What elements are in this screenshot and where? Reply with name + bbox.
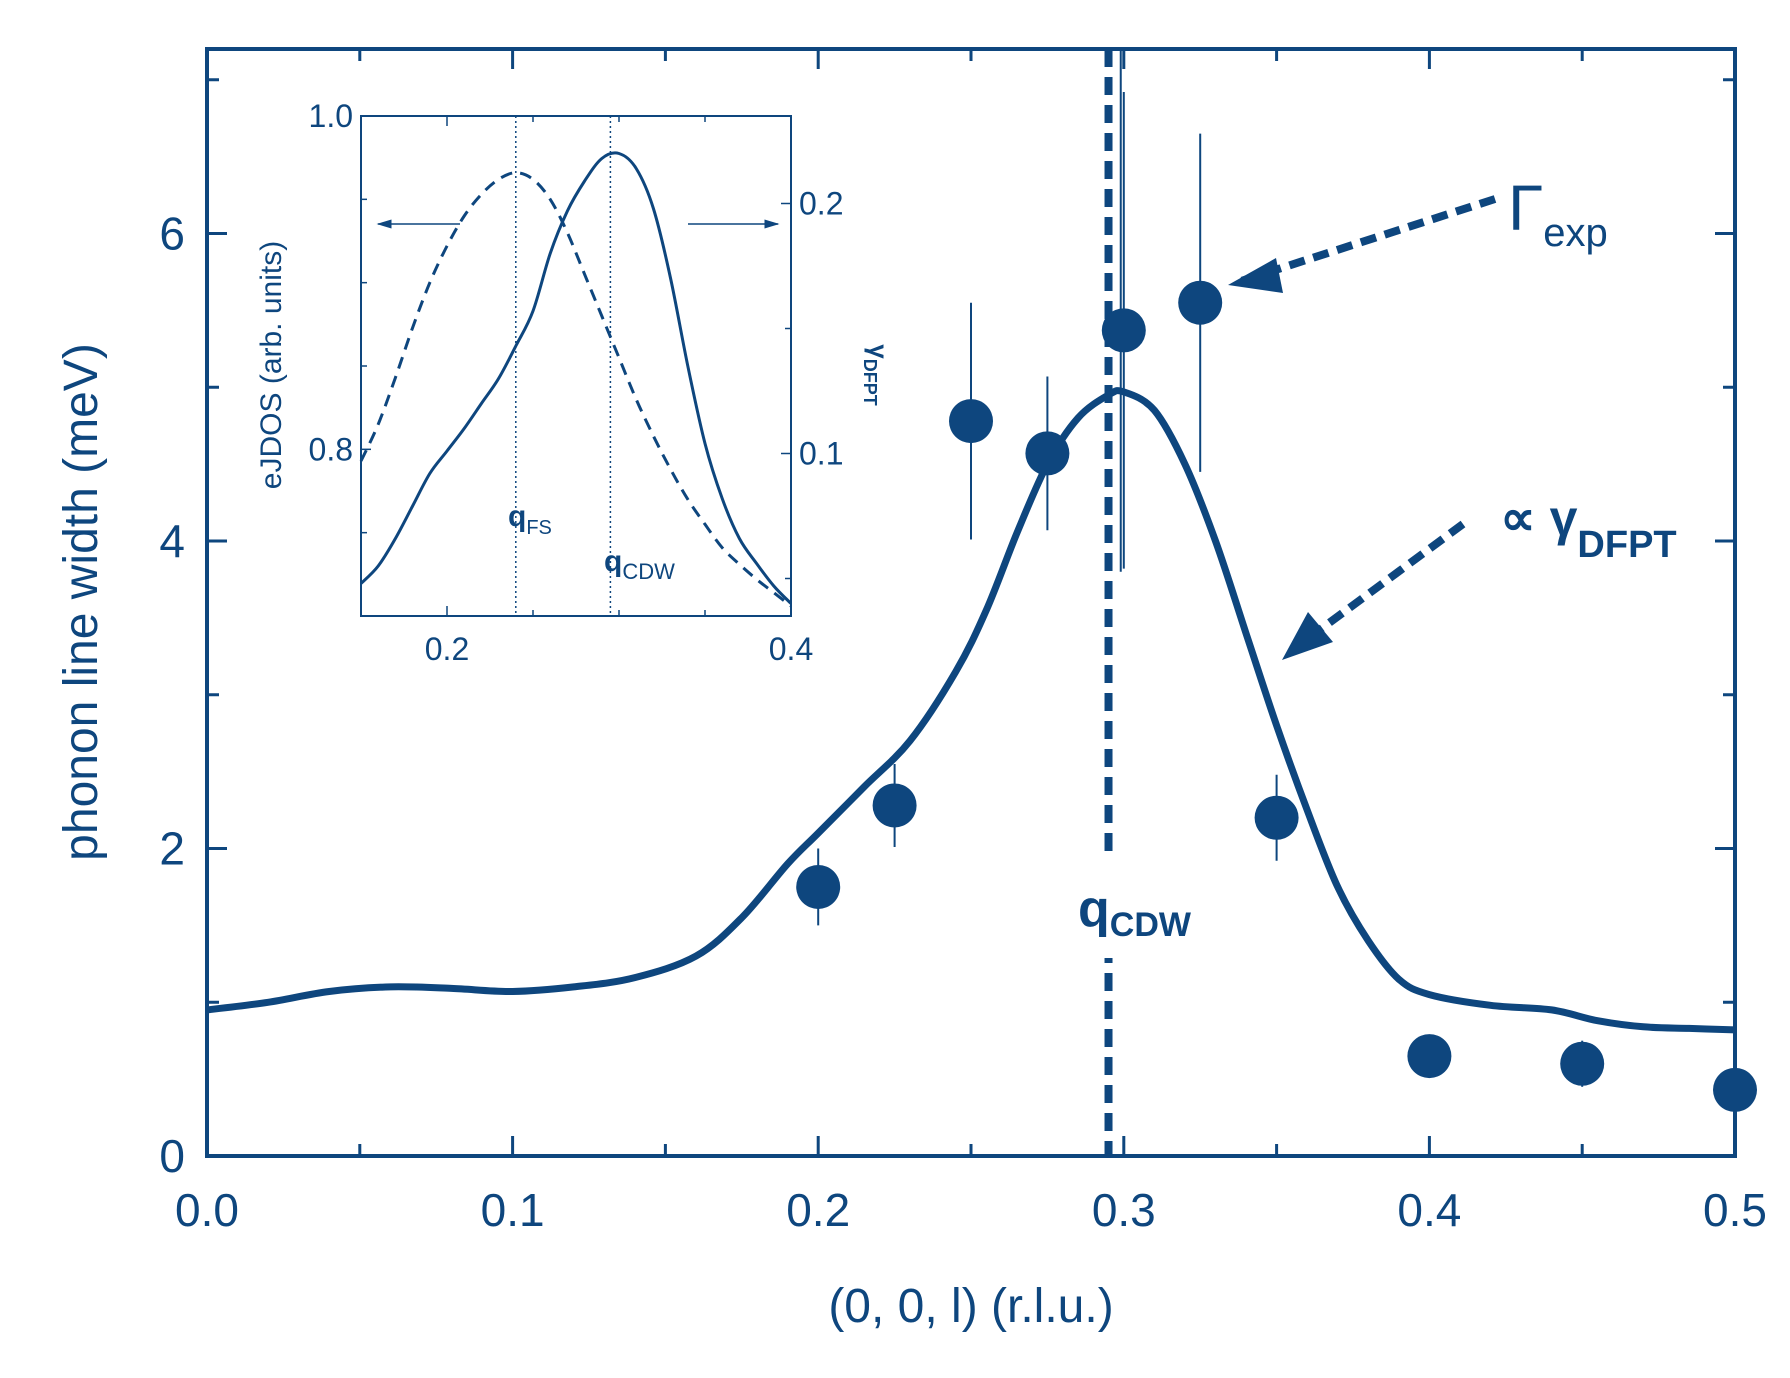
x-tick-label: 0.0 <box>175 1184 239 1236</box>
inset-x-tick-label: 0.4 <box>769 631 813 667</box>
inset-q-fs-main: q <box>508 500 526 533</box>
data-point <box>1254 795 1299 840</box>
data-point <box>1025 431 1070 476</box>
x-tick-label: 0.3 <box>1092 1184 1156 1236</box>
gamma-exp-label: Γexp <box>1508 172 1608 255</box>
y-tick-label: 6 <box>159 208 185 260</box>
inset-y-left-tick-label: 0.8 <box>309 431 353 467</box>
q-cdw-label-backdrop <box>1068 860 1158 958</box>
inset-right-axis-title: γDFPT <box>860 344 894 405</box>
gamma-exp-label-sub: exp <box>1543 211 1608 255</box>
data-point <box>949 399 993 444</box>
inset-y-left-tick-label: 1.0 <box>309 98 353 134</box>
inset-ejdos-curve <box>359 171 792 608</box>
data-point <box>1178 280 1223 325</box>
inset-q-cdw-sub: CDW <box>622 559 675 584</box>
data-point <box>796 864 841 909</box>
y-tick-label: 2 <box>159 823 185 875</box>
gamma-dfpt-curve <box>206 387 1736 1034</box>
gamma-exp-arrow-head <box>1228 258 1283 293</box>
data-point <box>1560 1041 1605 1086</box>
x-tick-label: 0.4 <box>1397 1184 1461 1236</box>
gamma-exp-label-main: Γ <box>1508 172 1543 244</box>
data-point <box>1713 1067 1757 1112</box>
prop-gamma-label: ∝ γDFPT <box>1500 490 1677 566</box>
q-cdw-label-main: q <box>1078 880 1110 938</box>
prop-gamma-label-main: ∝ γ <box>1500 490 1578 546</box>
x-tick-label: 0.1 <box>481 1184 545 1236</box>
y-tick-label: 4 <box>159 515 185 567</box>
inset-y-right-tick-label: 0.1 <box>799 436 843 472</box>
inset-plot-frame <box>360 115 792 617</box>
inset-y-right-tick-label: 0.2 <box>799 186 843 222</box>
data-point <box>1407 1034 1452 1079</box>
data-point <box>872 783 917 828</box>
x-tick-label: 0.5 <box>1703 1184 1767 1236</box>
x-axis-title: (0, 0, l) (r.l.u.) <box>828 1280 1113 1333</box>
inset-q-cdw-main: q <box>604 545 622 578</box>
y-axis-title: phonon line width (meV) <box>55 343 108 861</box>
inset-q-fs-sub: FS <box>526 517 552 539</box>
inset-q-fs-label: qFS <box>508 500 552 539</box>
inset-left-axis-title: eJDOS (arb. units) <box>255 241 288 489</box>
data-point <box>1101 308 1146 353</box>
inset-right-axis-title-sub: DFPT <box>860 359 880 406</box>
q-cdw-label: qCDW <box>1078 880 1192 944</box>
inset-gamma-dfpt-curve <box>359 151 793 605</box>
q-cdw-label-sub: CDW <box>1110 906 1192 944</box>
prop-gamma-label-sub: DFPT <box>1577 524 1676 566</box>
inset-q-cdw-label: qCDW <box>604 545 675 584</box>
y-tick-label: 0 <box>159 1130 185 1182</box>
x-tick-label: 0.2 <box>786 1184 850 1236</box>
inset-right-axis-title-main: γ <box>864 344 894 359</box>
inset-x-tick-label: 0.2 <box>425 631 469 667</box>
prop-gamma-arrow-shaft <box>1303 520 1466 644</box>
gamma-exp-arrow-shaft <box>1236 195 1497 286</box>
prop-gamma-arrow-head <box>1282 612 1333 660</box>
